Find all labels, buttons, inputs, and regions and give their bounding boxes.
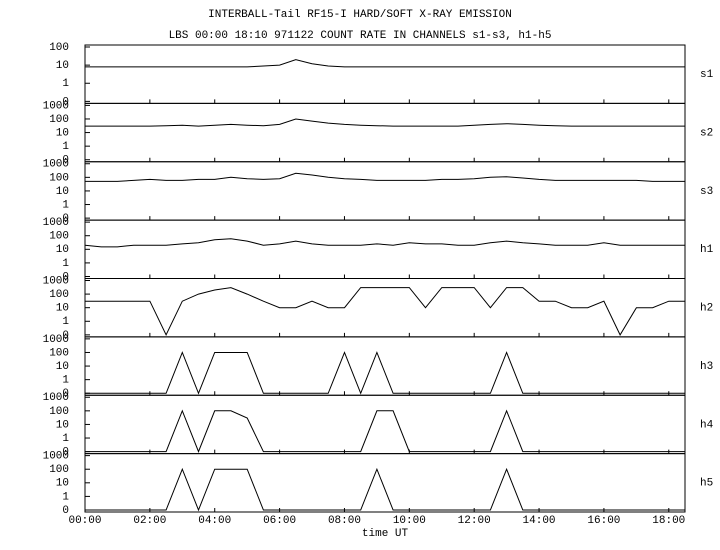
x-axis-label: time UT [362,528,409,540]
y-tick-label: 10 [56,478,69,490]
y-tick-label: 1000 [43,217,69,229]
y-tick-label: 10 [56,186,69,198]
series-name: h5 [700,478,713,490]
x-tick-label: 02:00 [133,515,166,527]
y-tick-label: 1 [62,316,69,328]
series-line [85,287,685,337]
y-tick-label: 100 [49,231,69,243]
series-name: h1 [700,244,714,256]
series-line [85,467,685,512]
y-tick-label: 1 [62,375,69,387]
y-tick-label: 100 [49,347,69,359]
y-tick-label: 1 [62,141,69,153]
series-name: h4 [700,419,714,431]
y-tick-label: 1000 [43,159,69,171]
panel-frame [84,394,686,455]
y-tick-label: 1000 [43,275,69,287]
x-tick-label: 14:00 [523,515,556,527]
panel-frame [84,44,686,104]
x-tick-label: 16:00 [587,515,620,527]
y-tick-label: 1000 [43,100,69,112]
y-tick-label: 1 [62,199,69,211]
y-tick-label: 0 [62,447,69,459]
series-name: s1 [700,69,714,81]
x-tick-label: 00:00 [68,515,101,527]
y-tick-label: 100 [49,464,69,476]
series-name: s3 [700,186,713,198]
y-tick-label: 100 [49,289,69,301]
y-tick-label: 10 [56,419,69,431]
x-tick-label: 06:00 [263,515,296,527]
series-line [85,118,685,127]
y-tick-label: 10 [56,60,69,72]
panel-frame [84,161,686,221]
x-tick-label: 12:00 [458,515,491,527]
y-tick-label: 10 [56,303,69,315]
series-line [85,409,685,453]
y-tick-label: 100 [49,42,69,54]
series-line [84,238,685,248]
y-tick-label: 0 [62,96,69,108]
y-tick-label: 1 [62,491,69,503]
y-tick-label: 0 [62,505,69,517]
y-tick-label: 100 [49,114,69,126]
y-tick-label: 1 [62,258,69,270]
y-tick-label: 10 [56,244,69,256]
y-tick-label: 0 [62,388,69,400]
y-tick-label: 10 [56,127,69,139]
panel-frame [84,219,686,279]
x-tick-label: 08:00 [328,515,361,527]
x-tick-label: 10:00 [393,515,426,527]
y-tick-label: 1000 [43,334,69,346]
y-tick-label: 100 [49,406,69,418]
x-tick-label: 18:00 [652,515,685,527]
chart-subtitle: LBS 00:00 18:10 971122 COUNT RATE IN CHA… [169,30,552,42]
y-tick-label: 1 [62,78,69,90]
series-name: h3 [700,361,713,373]
y-tick-label: 0 [62,271,69,283]
y-tick-label: 10 [56,361,69,373]
series-name: h2 [700,303,713,315]
y-tick-label: 1000 [43,451,69,463]
series-line [85,351,685,395]
y-tick-label: 0 [62,213,69,225]
y-tick-label: 0 [62,330,69,342]
y-tick-label: 1000 [43,392,69,404]
panel-frame [84,336,686,396]
chart-title: INTERBALL-Tail RF15-I HARD/SOFT X-RAY EM… [208,9,512,21]
panel-frame [84,453,686,513]
x-tick-label: 04:00 [198,515,231,527]
series-line [85,59,685,68]
series-name: s2 [700,127,713,139]
y-tick-label: 0 [62,155,69,167]
y-tick-label: 100 [49,172,69,184]
series-line [85,172,685,182]
panel-frame [84,102,686,163]
y-tick-label: 1 [62,433,69,445]
